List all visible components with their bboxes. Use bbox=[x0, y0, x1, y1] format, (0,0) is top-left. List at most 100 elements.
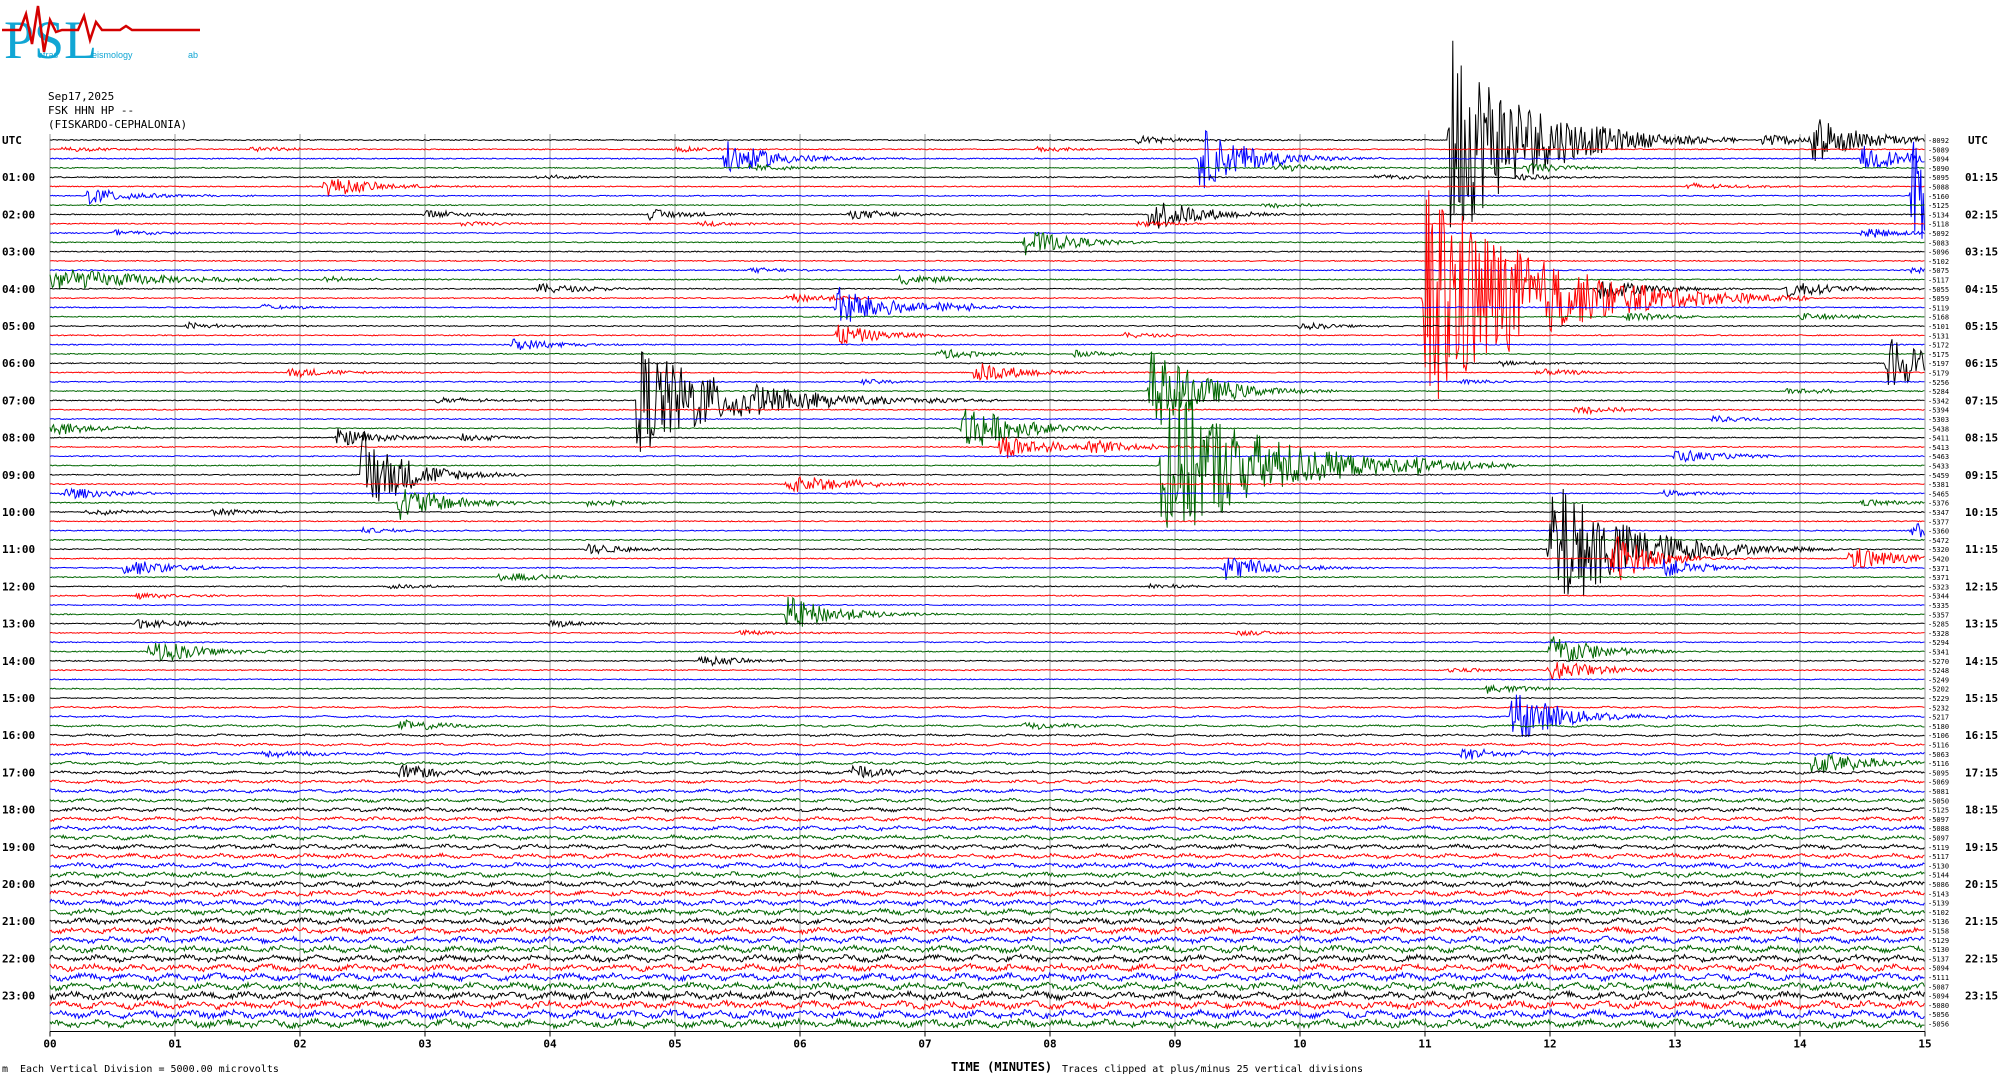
trace-offset-label: -5101 bbox=[1928, 323, 1949, 331]
trace-line bbox=[49, 852, 1925, 860]
trace-line bbox=[49, 406, 1925, 416]
trace-line bbox=[50, 788, 1925, 794]
x-tick-label: 07 bbox=[918, 1038, 931, 1051]
hour-label-left: 20:00 bbox=[2, 878, 35, 891]
hour-label-right: 19:15 bbox=[1965, 841, 1998, 854]
trace-line bbox=[49, 662, 1925, 681]
trace-offset-label: -5284 bbox=[1928, 388, 1949, 396]
trace-offset-label: -5172 bbox=[1928, 342, 1949, 350]
trace-line bbox=[49, 1007, 1925, 1021]
trace-line bbox=[49, 520, 1925, 523]
trace-line bbox=[49, 696, 1925, 700]
trace-offset-label: -5075 bbox=[1928, 267, 1949, 275]
trace-line bbox=[49, 409, 1925, 446]
trace-offset-label: -5197 bbox=[1928, 360, 1949, 368]
trace-offset-label: -5168 bbox=[1928, 314, 1949, 322]
trace-line bbox=[49, 592, 1925, 601]
trace-offset-label: -5323 bbox=[1928, 583, 1949, 591]
trace-line bbox=[50, 190, 1925, 400]
trace-line bbox=[49, 636, 1925, 663]
hour-label-left: 11:00 bbox=[2, 543, 35, 556]
trace-line bbox=[49, 971, 1925, 983]
trace-offset-label: -5119 bbox=[1928, 304, 1949, 312]
trace-line bbox=[49, 861, 1925, 870]
trace-line bbox=[49, 489, 1925, 520]
trace-line bbox=[49, 742, 1925, 747]
x-tick-label: 10 bbox=[1293, 1038, 1306, 1051]
trace-offset-label: -5202 bbox=[1928, 686, 1949, 694]
trace-offset-label: -5472 bbox=[1928, 537, 1949, 545]
trace-line bbox=[49, 228, 1925, 238]
hour-label-right: 10:15 bbox=[1965, 506, 1998, 519]
hour-label-right: 04:15 bbox=[1965, 283, 1998, 296]
hour-label-left: 22:00 bbox=[2, 952, 35, 965]
trace-line bbox=[49, 753, 1925, 773]
x-tick-label: 09 bbox=[1168, 1038, 1181, 1051]
trace-line bbox=[49, 378, 1925, 386]
header-channel: FSK HHN HP -- bbox=[48, 104, 135, 117]
trace-offset-label: -5249 bbox=[1928, 676, 1949, 684]
trace-offset-label: -5229 bbox=[1928, 695, 1949, 703]
trace-line bbox=[49, 989, 1925, 1002]
hour-label-right: 05:15 bbox=[1965, 320, 1998, 333]
trace-line bbox=[49, 286, 1925, 322]
trace-line bbox=[49, 391, 1925, 528]
trace-line bbox=[49, 763, 1925, 779]
hour-label-right: 13:15 bbox=[1965, 618, 1998, 631]
hour-label-left: 09:00 bbox=[2, 469, 35, 482]
x-tick-label: 11 bbox=[1418, 1038, 1432, 1051]
trace-line bbox=[49, 475, 1925, 493]
hour-label-right: 15:15 bbox=[1965, 692, 1998, 705]
trace-line bbox=[49, 145, 1925, 153]
hour-label-right: 08:15 bbox=[1965, 432, 1998, 445]
trace-offset-label: -5459 bbox=[1928, 472, 1949, 480]
hour-label-left: 08:00 bbox=[2, 432, 35, 445]
trace-offset-label: -5344 bbox=[1928, 593, 1949, 601]
trace-offset-label: -5438 bbox=[1928, 425, 1949, 433]
trace-offset-label: -5086 bbox=[1928, 881, 1949, 889]
trace-offset-label: -5087 bbox=[1928, 983, 1949, 991]
trace-offset-label: -5270 bbox=[1928, 658, 1949, 666]
trace-line bbox=[49, 523, 1925, 538]
clip-note: Traces clipped at plus/minus 25 vertical… bbox=[1062, 1064, 1364, 1075]
trace-offset-label: -5465 bbox=[1928, 490, 1949, 498]
vertical-division-note: Each Vertical Division = 5000.00 microvo… bbox=[20, 1064, 279, 1075]
hour-label-left: 15:00 bbox=[2, 692, 35, 705]
x-tick-label: 13 bbox=[1668, 1038, 1681, 1051]
trace-offset-label: -5180 bbox=[1928, 723, 1949, 731]
trace-offset-label: -5094 bbox=[1928, 156, 1949, 164]
trace-offset-label: -5090 bbox=[1928, 165, 1949, 173]
logo-small-2: eismology bbox=[92, 50, 133, 60]
trace-offset-label: -5144 bbox=[1928, 872, 1949, 880]
hour-label-left: 18:00 bbox=[2, 804, 35, 817]
trace-offset-label: -5094 bbox=[1928, 993, 1949, 1001]
trace-line bbox=[49, 694, 1925, 738]
trace-line bbox=[49, 870, 1925, 879]
logo-seismogram-icon bbox=[2, 5, 200, 53]
trace-offset-label: -8092 bbox=[1928, 137, 1949, 145]
trace-offset-label: -5095 bbox=[1928, 174, 1949, 182]
trace-line bbox=[49, 925, 1925, 936]
trace-offset-label: -5248 bbox=[1928, 667, 1949, 675]
trace-line bbox=[49, 733, 1925, 738]
trace-offset-label: -5303 bbox=[1928, 416, 1949, 424]
hour-label-right: 20:15 bbox=[1965, 878, 1998, 891]
trace-line bbox=[49, 778, 1925, 785]
axis-labels: UTC UTC 01:00 02:00 03:00 04:00 05:00 06:00 07:0… bbox=[2, 134, 1998, 1051]
trace-offset-label: -5160 bbox=[1928, 193, 1949, 201]
utc-label-right: UTC bbox=[1968, 134, 1988, 147]
trace-line bbox=[49, 572, 1925, 582]
trace-line bbox=[49, 934, 1925, 946]
trace-line bbox=[49, 536, 1925, 581]
trace-line bbox=[49, 324, 1925, 346]
trace-offset-label: -5125 bbox=[1928, 807, 1949, 815]
hour-label-right: 16:15 bbox=[1965, 729, 1998, 742]
trace-line bbox=[49, 348, 1925, 359]
hour-label-right: 07:15 bbox=[1965, 394, 1998, 407]
trace-line bbox=[49, 719, 1925, 731]
trace-line bbox=[49, 339, 1925, 385]
trace-offset-label: -5143 bbox=[1928, 890, 1949, 898]
trace-offset-label: -5097 bbox=[1928, 816, 1949, 824]
trace-line bbox=[49, 430, 1925, 502]
